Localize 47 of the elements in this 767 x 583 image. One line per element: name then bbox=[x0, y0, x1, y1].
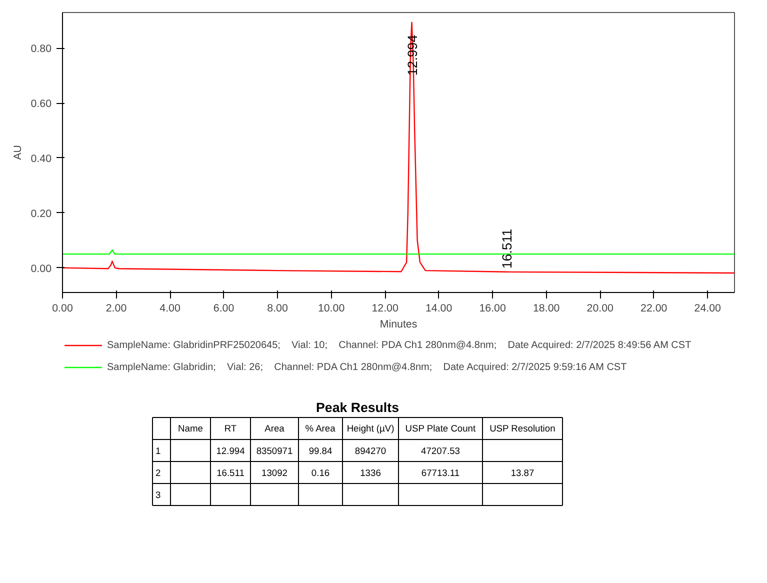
text: 67713.11 bbox=[421, 468, 460, 478]
text: 8350971 bbox=[256, 446, 293, 456]
x-tick-label: 6.00 bbox=[213, 302, 234, 314]
x-tick-label: 12.00 bbox=[372, 302, 398, 314]
category-label: 3 bbox=[156, 490, 161, 500]
category-label: USP Plate Count bbox=[405, 424, 476, 434]
category-label: 2 bbox=[156, 468, 161, 478]
x-tick-label: 0.00 bbox=[52, 302, 73, 314]
x-tick-label: 4.00 bbox=[160, 302, 180, 314]
text: 13092 bbox=[262, 468, 288, 478]
text: 99.84 bbox=[308, 446, 332, 456]
annotation: 12.994 bbox=[404, 34, 420, 76]
x-tick-label: 10.00 bbox=[318, 302, 345, 314]
x-tick-label: 18.00 bbox=[533, 302, 560, 314]
category-label: USP Resolution bbox=[490, 424, 556, 434]
x-tick-label: 8.00 bbox=[267, 302, 288, 314]
y-tick-label: 0.80 bbox=[30, 43, 52, 56]
legend-label: SampleName: GlabridinPRF25020645; Vial: 10; Channel: PDA Ch1 280nm@4.8nm; Date Acquired: 2/7/2025 8:49:56 AM CST bbox=[107, 340, 692, 350]
x-tick-label: 22.00 bbox=[640, 302, 668, 314]
text: 47207.53 bbox=[421, 446, 460, 456]
legend-label: SampleName: Glabridin; Vial: 26; Channel: PDA Ch1 280nm@4.8nm; Date Acquired: 2/7/2025 9:59:16 AM CST bbox=[107, 362, 627, 372]
text: 16.511 bbox=[216, 468, 244, 478]
category-label: Name bbox=[178, 424, 203, 434]
x-tick-label: 24.00 bbox=[694, 302, 722, 314]
y-tick-label: 0.00 bbox=[30, 262, 52, 275]
category-label: 1 bbox=[156, 446, 161, 456]
annotation: 16.511 bbox=[499, 228, 514, 269]
y-tick-label: 0.60 bbox=[30, 98, 52, 110]
text: 13.87 bbox=[510, 468, 534, 478]
text: 12.994 bbox=[216, 446, 245, 456]
text: 1336 bbox=[360, 468, 381, 478]
text: 0.16 bbox=[311, 468, 330, 478]
x-axis-title: Minutes bbox=[380, 318, 418, 330]
x-tick-label: 14.00 bbox=[425, 302, 452, 314]
y-axis-title: AU bbox=[12, 145, 24, 160]
x-tick-label: 16.00 bbox=[479, 302, 506, 314]
category-label: % Area bbox=[305, 424, 336, 434]
x-tick-label: 20.00 bbox=[586, 302, 614, 314]
category-label: RT bbox=[224, 424, 237, 434]
category-label: Height (µV) bbox=[346, 424, 394, 434]
text: 894270 bbox=[354, 446, 386, 456]
category-label: Area bbox=[264, 424, 286, 434]
x-tick-label: 2.00 bbox=[106, 302, 127, 314]
line-series bbox=[62, 22, 734, 274]
y-tick-label: 0.20 bbox=[30, 208, 52, 220]
y-tick-label: 0.40 bbox=[30, 152, 52, 165]
text: Peak Results bbox=[316, 400, 399, 415]
